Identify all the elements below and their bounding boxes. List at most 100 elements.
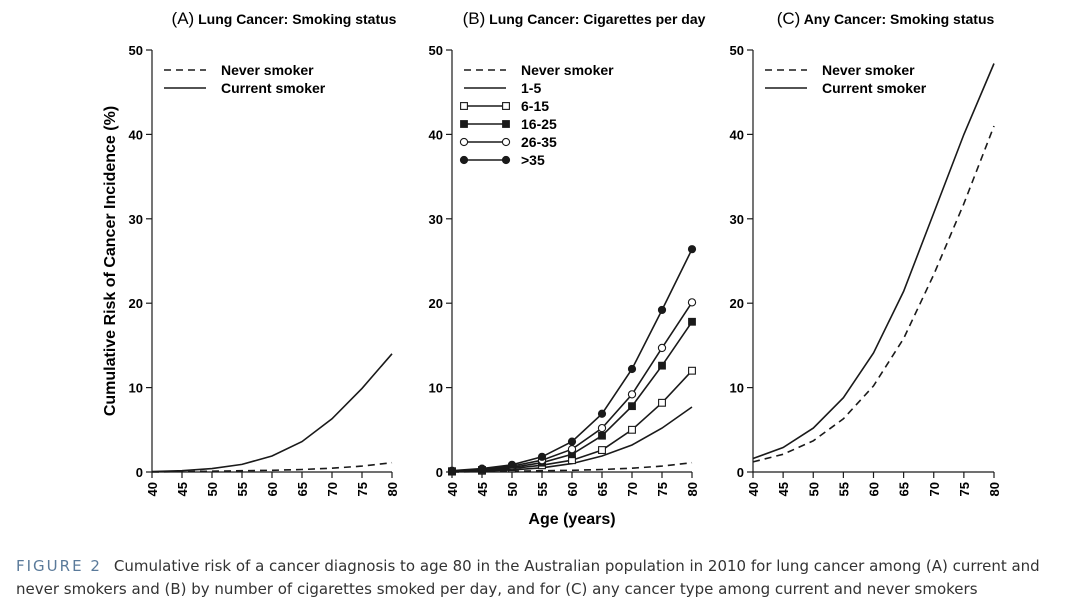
data-point xyxy=(657,305,667,315)
series-line-Current smoker xyxy=(151,353,393,473)
legend-marker xyxy=(459,155,469,165)
data-point xyxy=(627,364,637,374)
x-tick-label: 65 xyxy=(295,482,310,496)
legend-label: 6-15 xyxy=(521,98,549,114)
data-point xyxy=(628,402,636,411)
x-tick-label: 40 xyxy=(746,482,761,496)
y-tick-label: 10 xyxy=(129,381,143,396)
y-tick-label: 40 xyxy=(730,127,744,142)
x-tick-label: 75 xyxy=(957,482,972,496)
legend-label: Never smoker xyxy=(221,62,314,78)
x-tick-label: 70 xyxy=(927,482,942,496)
data-point xyxy=(447,466,457,475)
y-tick-label: 30 xyxy=(730,212,744,227)
data-point xyxy=(688,317,696,326)
panel-title-text-C: Any Cancer: Smoking status xyxy=(804,11,995,27)
y-tick-label: 50 xyxy=(429,43,443,58)
legend-marker xyxy=(460,102,468,110)
data-point xyxy=(598,431,606,440)
y-tick-label: 10 xyxy=(730,381,744,396)
series-line-Never smoker xyxy=(151,461,393,473)
legend-label: Current smoker xyxy=(221,80,326,96)
y-tick-label: 40 xyxy=(129,127,143,142)
data-point xyxy=(507,460,517,469)
data-point xyxy=(687,245,697,254)
x-tick-label: 55 xyxy=(836,482,851,496)
panel-A: (A) Lung Cancer: Smoking status 0 10 20 30 40… xyxy=(102,9,400,496)
legend-marker xyxy=(459,137,469,147)
data-point xyxy=(598,446,606,455)
panel-letter-A: (A) xyxy=(172,9,195,28)
data-point xyxy=(658,398,666,407)
y-tick-label: 0 xyxy=(136,465,143,480)
data-point xyxy=(657,343,667,353)
y-tick-label: 50 xyxy=(129,43,143,58)
legend-marker xyxy=(501,155,511,165)
x-tick-label: 70 xyxy=(625,482,640,496)
data-point xyxy=(627,390,637,399)
legend-label: >35 xyxy=(521,152,545,168)
series-line-Current smoker xyxy=(752,63,995,460)
caption-label: FIGURE 2 xyxy=(16,557,102,575)
x-tick-label: 55 xyxy=(235,482,250,496)
figure: (A) Lung Cancer: Smoking status 0 10 20 30 40… xyxy=(102,9,1002,528)
panel-B: (B) Lung Cancer: Cigarettes per day 0 10 20… xyxy=(429,9,706,528)
legend-label: Current smoker xyxy=(822,80,927,96)
data-point xyxy=(628,425,636,434)
legend-label: 26-35 xyxy=(521,134,557,150)
series-line-Never smoker xyxy=(752,125,995,463)
data-point xyxy=(537,452,547,461)
x-tick-label: 40 xyxy=(445,482,460,496)
x-tick-label: 45 xyxy=(475,482,490,496)
x-tick-label: 65 xyxy=(595,482,610,496)
data-point xyxy=(687,298,697,307)
panel-title-C: (C) Any Cancer: Smoking status xyxy=(777,9,995,28)
x-tick-label: 55 xyxy=(535,482,550,496)
y-tick-label: 30 xyxy=(429,212,443,227)
x-tick-label: 40 xyxy=(145,482,160,496)
legend-marker xyxy=(501,137,511,147)
y-tick-label: 20 xyxy=(429,296,443,311)
y-tick-label: 20 xyxy=(730,296,744,311)
panel-title-A: (A) Lung Cancer: Smoking status xyxy=(172,9,397,28)
panel-letter-B: (B) xyxy=(463,9,486,28)
panel-title-text-A: Lung Cancer: Smoking status xyxy=(198,11,397,27)
y-tick-label: 0 xyxy=(436,465,443,480)
y-tick-label: 50 xyxy=(730,43,744,58)
x-axis-title: Age (years) xyxy=(528,511,615,528)
x-tick-label: 70 xyxy=(325,482,340,496)
y-tick-label: 40 xyxy=(429,127,443,142)
x-tick-label: 80 xyxy=(385,482,400,496)
data-point xyxy=(688,366,696,375)
legend-label: 1-5 xyxy=(521,80,541,96)
y-tick-label: 20 xyxy=(129,296,143,311)
panel-letter-C: (C) xyxy=(777,9,801,28)
legend-label: Never smoker xyxy=(521,62,614,78)
x-tick-label: 75 xyxy=(355,482,370,496)
data-point xyxy=(477,464,487,473)
figure-caption: FIGURE 2 Cumulative risk of a cancer diag… xyxy=(16,555,1081,601)
y-tick-label: 10 xyxy=(429,381,443,396)
data-point xyxy=(567,445,577,454)
series-line->35 xyxy=(451,248,693,472)
y-tick-label: 0 xyxy=(737,465,744,480)
panel-title-text-B: Lung Cancer: Cigarettes per day xyxy=(489,11,705,27)
data-point xyxy=(597,423,607,433)
x-tick-label: 50 xyxy=(806,482,821,496)
legend-marker xyxy=(502,120,510,128)
x-tick-label: 60 xyxy=(265,482,280,496)
x-tick-label: 50 xyxy=(505,482,520,496)
x-tick-label: 60 xyxy=(867,482,882,496)
x-tick-label: 45 xyxy=(175,482,190,496)
legend-label: Never smoker xyxy=(822,62,915,78)
y-tick-label: 30 xyxy=(129,212,143,227)
data-point xyxy=(567,437,577,446)
panel-title-B: (B) Lung Cancer: Cigarettes per day xyxy=(463,9,706,28)
x-tick-label: 80 xyxy=(685,482,700,496)
x-tick-label: 60 xyxy=(565,482,580,496)
x-tick-label: 45 xyxy=(776,482,791,496)
data-point xyxy=(597,409,607,418)
legend-marker xyxy=(502,102,510,110)
x-tick-label: 80 xyxy=(987,482,1002,496)
panel-C: (C) Any Cancer: Smoking status 0 10 20 30 40 5… xyxy=(730,9,1002,496)
